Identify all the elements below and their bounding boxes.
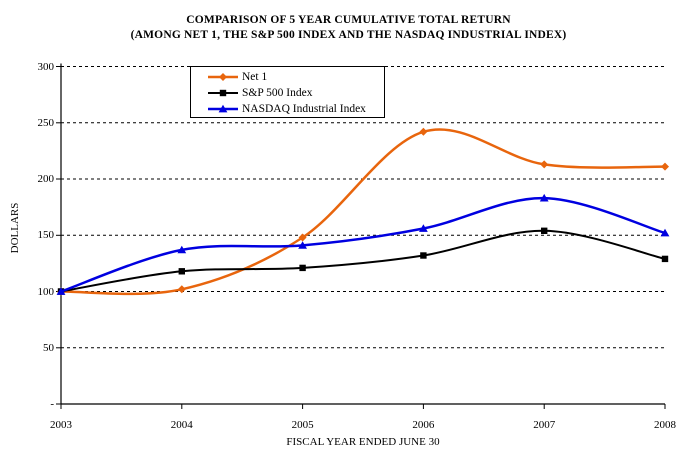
- y-tick-label: 150: [37, 229, 55, 242]
- legend-item-sp500: S&P 500 Index: [208, 85, 384, 101]
- data-point-marker: [56, 287, 66, 295]
- legend-label-nasdaq: NASDAQ Industrial Index: [242, 103, 366, 115]
- series-line-Net 1: [59, 128, 667, 296]
- data-point-marker: [660, 228, 670, 237]
- y-tick-label: -: [50, 398, 54, 410]
- x-tick-label: 2003: [50, 419, 72, 431]
- y-tick-label: 100: [37, 285, 55, 298]
- data-point-marker: [419, 224, 428, 232]
- legend-label-net1: Net 1: [242, 71, 268, 83]
- net1-line-swatch: [208, 73, 238, 81]
- y-tick-label: 300: [37, 60, 55, 73]
- x-tick-label: 2006: [412, 419, 435, 431]
- data-point-marker: [541, 227, 548, 234]
- x-tick-label: 2004: [170, 419, 193, 431]
- series-line-NASDAQ Industrial Index: [59, 196, 667, 293]
- chart-title: COMPARISON OF 5 YEAR CUMULATIVE TOTAL RE…: [0, 13, 697, 43]
- x-tick-label: 2008: [654, 419, 676, 431]
- data-point-marker: [298, 241, 307, 249]
- data-point-marker: [419, 127, 428, 136]
- legend-item-net1: Net 1: [208, 69, 384, 85]
- legend-label-sp500: S&P 500 Index: [242, 87, 313, 99]
- data-point-marker: [539, 193, 549, 202]
- data-point-marker: [299, 264, 306, 272]
- series-line-S&P 500 Index: [60, 229, 666, 293]
- data-point-marker: [661, 162, 669, 171]
- x-axis-title: FISCAL YEAR ENDED JUNE 30: [286, 436, 440, 448]
- data-point-marker: [661, 255, 669, 263]
- data-point-marker: [177, 245, 187, 254]
- x-tick-label: 2007: [533, 419, 556, 431]
- legend-item-nasdaq: NASDAQ Industrial Index: [208, 101, 384, 117]
- data-point-marker: [298, 233, 307, 242]
- data-point-marker: [178, 268, 185, 275]
- y-axis-title: DOLLARS: [9, 202, 21, 254]
- y-tick-label: 200: [37, 173, 55, 185]
- chart-legend: Net 1 S&P 500 Index NASDAQ Industrial In…: [190, 66, 385, 118]
- chart-title-line2: (AMONG NET 1, THE S&P 500 INDEX AND THE …: [130, 29, 567, 41]
- nasdaq-line-swatch: [208, 104, 238, 113]
- data-point-marker: [177, 285, 186, 294]
- sp500-line-swatch: [208, 89, 238, 97]
- x-tick-label: 2005: [291, 419, 314, 431]
- y-tick-label: 50: [43, 341, 54, 354]
- y-tick-label: 250: [37, 116, 55, 129]
- chart-title-line1: COMPARISON OF 5 YEAR CUMULATIVE TOTAL RE…: [186, 14, 511, 26]
- data-point-marker: [420, 252, 427, 259]
- data-point-marker: [540, 160, 549, 169]
